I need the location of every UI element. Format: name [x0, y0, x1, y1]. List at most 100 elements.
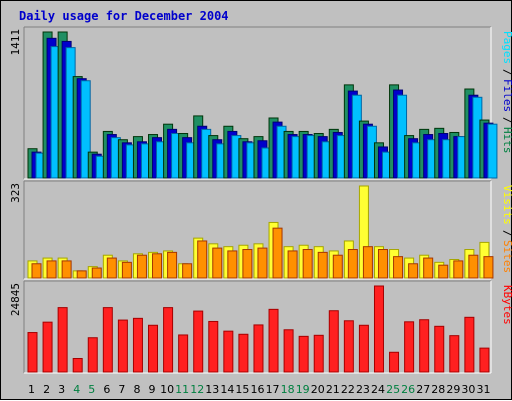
legend-kbytes: KBytes — [501, 285, 512, 325]
x-tick-label-8: 8 — [133, 383, 140, 396]
bar-kbytes-day-19 — [298, 335, 309, 373]
panel-visits-sites: 323 Visits / Sites — [9, 180, 512, 280]
x-tick-label-20: 20 — [311, 383, 325, 396]
x-tick-label-7: 7 — [118, 383, 125, 396]
x-tick-label-23: 23 — [356, 383, 370, 396]
bar-sites-day-27 — [423, 257, 434, 279]
x-tick-label-26: 26 — [401, 383, 415, 396]
bar-kbytes-day-10 — [163, 307, 174, 373]
x-tick-label-24: 24 — [371, 383, 385, 396]
x-tick-label-16: 16 — [251, 383, 265, 396]
x-tick-label-1: 1 — [28, 383, 35, 396]
bar-kbytes-day-5 — [87, 337, 98, 373]
legend-visits: Visits — [501, 185, 512, 225]
bar-sites-day-14 — [227, 250, 238, 279]
x-tick-label-25: 25 — [386, 383, 400, 396]
bar-kbytes-day-7 — [117, 319, 128, 373]
bar-kbytes-day-8 — [132, 317, 143, 373]
x-tick-label-19: 19 — [296, 383, 310, 396]
x-tick-label-29: 29 — [446, 383, 460, 396]
bar-sites-day-8 — [136, 254, 147, 279]
bar-sites-day-16 — [257, 247, 268, 279]
x-tick-label-14: 14 — [220, 383, 234, 396]
x-tick-label-3: 3 — [58, 383, 65, 396]
y-max-label: 323 — [9, 183, 22, 203]
bar-sites-day-25 — [393, 256, 404, 279]
x-tick-label-10: 10 — [160, 383, 174, 396]
bar-sites-day-23 — [362, 246, 373, 279]
bar-kbytes-day-15 — [238, 333, 249, 373]
bar-kbytes-day-28 — [434, 325, 445, 373]
legend-pages: Pages — [501, 31, 512, 64]
bar-kbytes-day-11 — [178, 334, 189, 373]
x-tick-label-15: 15 — [235, 383, 249, 396]
bar-sites-day-13 — [212, 247, 223, 279]
bar-sites-day-1 — [31, 263, 42, 279]
x-tick-label-4: 4 — [73, 383, 80, 396]
x-tick-label-21: 21 — [326, 383, 340, 396]
bar-sites-day-26 — [408, 263, 419, 279]
legend-hits: Hits — [501, 127, 512, 154]
bar-kbytes-day-6 — [102, 307, 113, 373]
y-max-label: 24845 — [9, 283, 22, 316]
x-tick-label-13: 13 — [205, 383, 219, 396]
y-max-label: 1411 — [9, 29, 22, 56]
bar-sites-day-12 — [197, 240, 208, 279]
bar-kbytes-day-4 — [72, 358, 83, 373]
bar-sites-day-7 — [121, 261, 132, 279]
bar-kbytes-day-18 — [283, 329, 294, 373]
bar-sites-day-9 — [152, 253, 163, 279]
bar-pages-day-4 — [80, 80, 91, 179]
bar-sites-day-22 — [347, 249, 358, 279]
bar-kbytes-day-24 — [373, 285, 384, 373]
bar-kbytes-day-27 — [419, 319, 430, 373]
bar-sites-day-18 — [287, 250, 298, 279]
bar-kbytes-day-23 — [358, 324, 369, 373]
bar-sites-day-19 — [302, 249, 313, 279]
bar-kbytes-day-31 — [479, 347, 490, 373]
x-tick-label-31: 31 — [476, 383, 490, 396]
bar-kbytes-day-22 — [343, 320, 354, 373]
bar-kbytes-day-20 — [313, 334, 324, 373]
bar-kbytes-day-25 — [389, 351, 400, 373]
bar-kbytes-day-3 — [57, 307, 68, 373]
x-tick-label-2: 2 — [43, 383, 50, 396]
chart-title: Daily usage for December 2004 — [19, 9, 229, 23]
bar-sites-day-21 — [332, 254, 343, 279]
bar-kbytes-day-21 — [328, 310, 339, 373]
legend-pages-files-hits: Pages / Files / Hits — [501, 31, 512, 154]
bar-kbytes-day-14 — [223, 330, 234, 373]
legend-files: Files — [501, 79, 512, 112]
x-tick-label-27: 27 — [416, 383, 430, 396]
bar-sites-day-20 — [317, 251, 328, 279]
bar-sites-day-6 — [106, 257, 117, 279]
bar-sites-day-10 — [167, 251, 178, 279]
bar-sites-day-17 — [272, 227, 283, 279]
x-tick-label-22: 22 — [341, 383, 355, 396]
x-tick-label-28: 28 — [431, 383, 445, 396]
x-tick-label-11: 11 — [175, 383, 189, 396]
x-tick-label-6: 6 — [103, 383, 110, 396]
legend-kbytes: KBytes — [501, 285, 512, 325]
bar-kbytes-day-17 — [268, 308, 279, 373]
x-tick-label-17: 17 — [266, 383, 280, 396]
bar-kbytes-day-29 — [449, 335, 460, 373]
bar-kbytes-day-13 — [208, 320, 219, 373]
bar-kbytes-day-12 — [193, 310, 204, 373]
bar-sites-day-24 — [377, 249, 388, 279]
bar-sites-day-3 — [61, 260, 72, 279]
legend-separator: / — [501, 230, 512, 237]
legend-visits-sites: Visits / Sites — [501, 185, 512, 273]
bar-kbytes-day-16 — [253, 324, 264, 373]
x-tick-label-9: 9 — [149, 383, 156, 396]
bar-kbytes-day-26 — [404, 321, 415, 373]
legend-separator: / — [501, 69, 512, 76]
bar-sites-day-2 — [46, 260, 57, 279]
bar-sites-day-30 — [468, 254, 479, 279]
bar-kbytes-day-9 — [148, 324, 159, 373]
bar-kbytes-day-30 — [464, 316, 475, 373]
x-tick-label-30: 30 — [461, 383, 475, 396]
bar-sites-day-28 — [438, 264, 449, 279]
